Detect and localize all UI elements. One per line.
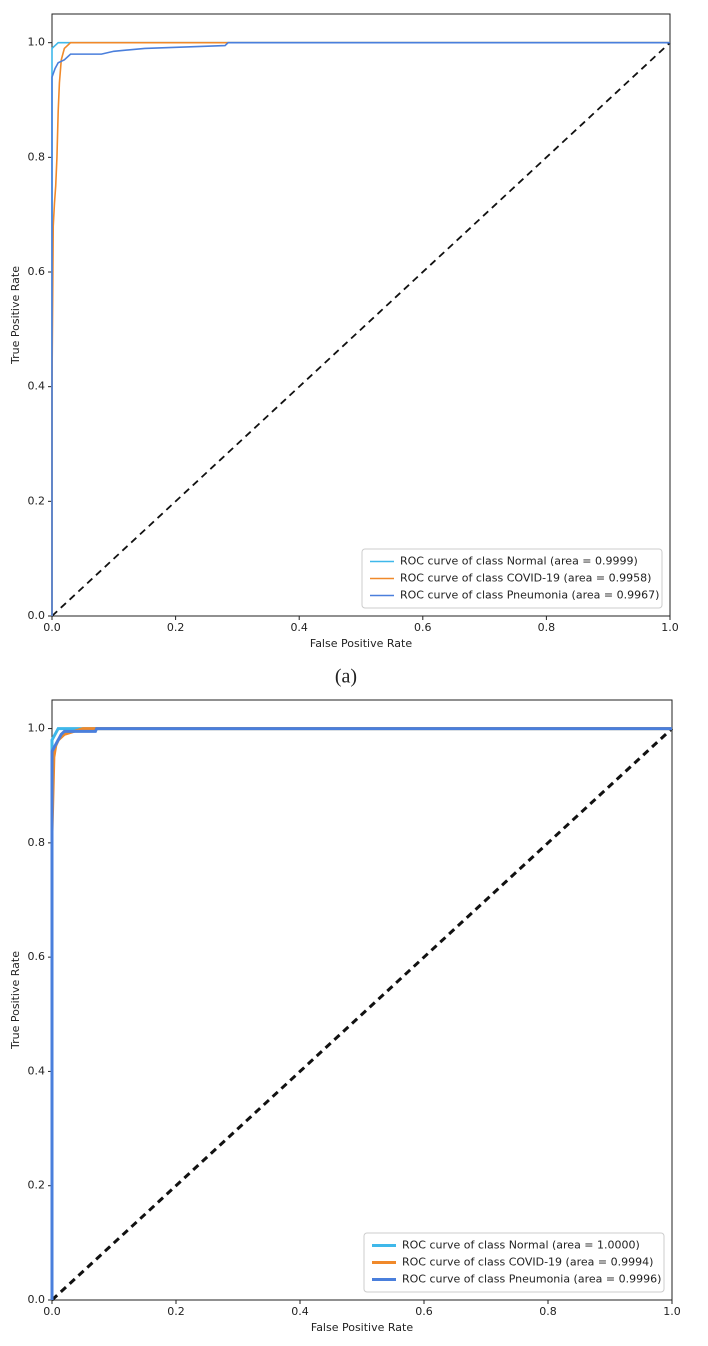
legend-label: ROC curve of class Normal (area = 1.0000…	[402, 1239, 640, 1252]
x-tick-label: 0.2	[167, 1305, 185, 1318]
y-axis-label: True Positive Rate	[9, 266, 22, 365]
chance-line	[50, 727, 674, 1302]
x-tick-label: 0.6	[415, 1305, 433, 1318]
x-tick-label: 0.8	[539, 1305, 557, 1318]
legend-label: ROC curve of class Normal (area = 0.9999…	[400, 555, 638, 568]
legend-label: ROC curve of class COVID-19 (area = 0.99…	[402, 1256, 653, 1269]
legend-box	[361, 548, 663, 609]
y-tick-label: 0.4	[28, 380, 46, 393]
roc-curve	[50, 727, 672, 1300]
y-tick-label: 0.2	[28, 1179, 46, 1192]
x-tick-label: 0.6	[414, 621, 432, 634]
y-tick-label: 0.2	[28, 494, 46, 507]
y-axis-label: True Positive Rate	[9, 951, 22, 1050]
legend-label: ROC curve of class COVID-19 (area = 0.99…	[400, 572, 651, 585]
y-tick-label: 0.8	[28, 150, 46, 163]
y-tick-label: 0.6	[28, 265, 46, 278]
y-tick-label: 0.0	[28, 1293, 46, 1306]
y-tick-label: 0.6	[28, 950, 46, 963]
chance-line	[51, 42, 671, 617]
x-tick-label: 0.4	[291, 1305, 309, 1318]
legend-box	[363, 1232, 665, 1293]
x-axis-label: False Positive Rate	[311, 1321, 413, 1334]
y-tick-label: 1.0	[28, 722, 46, 735]
y-tick-label: 1.0	[28, 36, 46, 49]
plot-area	[51, 13, 671, 617]
x-tick-label: 0.0	[43, 1305, 61, 1318]
x-tick-label: 0.2	[167, 621, 185, 634]
y-tick-label: 0.4	[28, 1064, 46, 1077]
x-tick-label: 1.0	[661, 621, 679, 634]
legend-label: ROC curve of class Pneumonia (area = 0.9…	[400, 589, 659, 602]
roc-curve	[51, 41, 670, 616]
y-tick-label: 0.8	[28, 836, 46, 849]
y-tick-label: 0.0	[28, 609, 46, 622]
x-tick-label: 0.8	[538, 621, 556, 634]
x-tick-label: 0.0	[43, 621, 61, 634]
x-axis-label: False Positive Rate	[310, 637, 412, 650]
x-tick-label: 1.0	[663, 1305, 681, 1318]
x-tick-label: 0.4	[290, 621, 308, 634]
caption: (a)	[335, 666, 357, 688]
legend-label: ROC curve of class Pneumonia (area = 0.9…	[402, 1273, 661, 1286]
roc-curve	[51, 41, 670, 616]
plot-area	[51, 699, 673, 1301]
